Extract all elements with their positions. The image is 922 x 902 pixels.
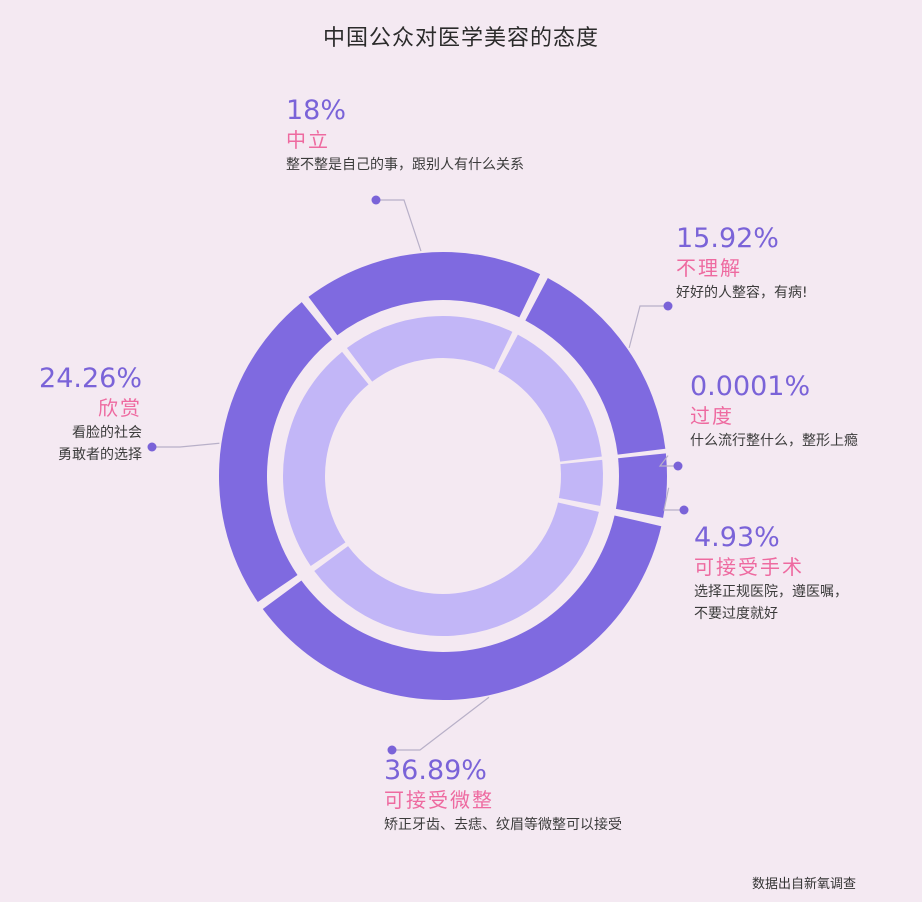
label-neutral-percent: 18%	[286, 95, 347, 126]
label-not-understand: 15.92% 不理解 好好的人整容，有病!	[676, 224, 808, 304]
inner-slice-admire	[283, 351, 369, 567]
outer-slice-micro	[262, 515, 662, 701]
label-micro-name: 可接受微整	[384, 788, 494, 812]
leader-dot-neutral	[371, 195, 381, 205]
inner-slice-neutral	[346, 316, 513, 382]
inner-slice-micro	[314, 502, 599, 636]
label-excessive-percent: 0.0001%	[690, 371, 811, 402]
leader-dot-micro	[387, 745, 397, 755]
leader-dot-not-understand	[663, 301, 673, 311]
label-neutral-desc: 整不整是自己的事，跟别人有什么关系	[286, 157, 524, 173]
label-neutral: 18% 中立 整不整是自己的事，跟别人有什么关系	[286, 96, 524, 176]
label-not-understand-percent: 15.92%	[676, 223, 779, 254]
label-micro-percent: 36.89%	[384, 755, 487, 786]
chart-title: 中国公众对医学美容的态度	[322, 26, 599, 51]
leader-dot-surgery	[679, 505, 689, 515]
source-note: 数据出自新氧调查	[751, 877, 856, 892]
label-admire-name: 欣赏	[98, 396, 142, 420]
leader-not-understand	[628, 305, 668, 348]
label-excessive: 0.0001% 过度 什么流行整什么，整形上瘾	[690, 372, 858, 452]
label-surgery: 4.93% 可接受手术 选择正规医院，遵医嘱， 不要过度就好	[694, 523, 848, 625]
label-admire-desc-2: 勇敢者的选择	[58, 447, 142, 463]
inner-ring	[283, 316, 604, 636]
label-admire-desc-1: 看脸的社会	[72, 425, 142, 441]
leader-excessive	[658, 455, 678, 467]
label-surgery-name: 可接受手术	[694, 555, 804, 579]
outer-ring	[218, 252, 667, 701]
label-not-understand-desc: 好好的人整容，有病!	[676, 285, 808, 301]
outer-slice-surgery	[615, 457, 667, 518]
outer-slice-neutral	[308, 252, 541, 336]
leader-dot-admire	[147, 442, 157, 452]
label-surgery-desc-1: 选择正规医院，遵医嘱，	[694, 584, 848, 600]
leader-micro	[392, 696, 490, 751]
leader-surgery	[663, 487, 684, 511]
leader-admire	[152, 442, 220, 448]
label-micro-desc: 矫正牙齿、去痣、纹眉等微整可以接受	[384, 817, 622, 833]
outer-slice-excessive	[618, 453, 667, 462]
outer-slice-admire	[218, 302, 333, 603]
label-admire-percent: 24.26%	[39, 363, 142, 394]
leader-neutral	[376, 199, 422, 252]
leader-dot-excessive	[673, 461, 683, 471]
label-excessive-desc: 什么流行整什么，整形上瘾	[690, 433, 858, 449]
label-surgery-desc-2: 不要过度就好	[694, 606, 778, 622]
label-not-understand-name: 不理解	[676, 256, 742, 280]
inner-slice-excessive	[560, 459, 603, 467]
inner-slice-surgery	[558, 462, 604, 506]
label-admire: 24.26% 欣赏 看脸的社会 勇敢者的选择	[30, 364, 142, 466]
leader-lines	[147, 195, 689, 755]
outer-slice-not-understand	[525, 278, 666, 455]
label-micro: 36.89% 可接受微整 矫正牙齿、去痣、纹眉等微整可以接受	[384, 756, 622, 836]
inner-slice-not-understand	[498, 334, 602, 462]
label-neutral-name: 中立	[286, 128, 330, 152]
label-surgery-percent: 4.93%	[694, 522, 780, 553]
label-excessive-name: 过度	[690, 404, 734, 428]
